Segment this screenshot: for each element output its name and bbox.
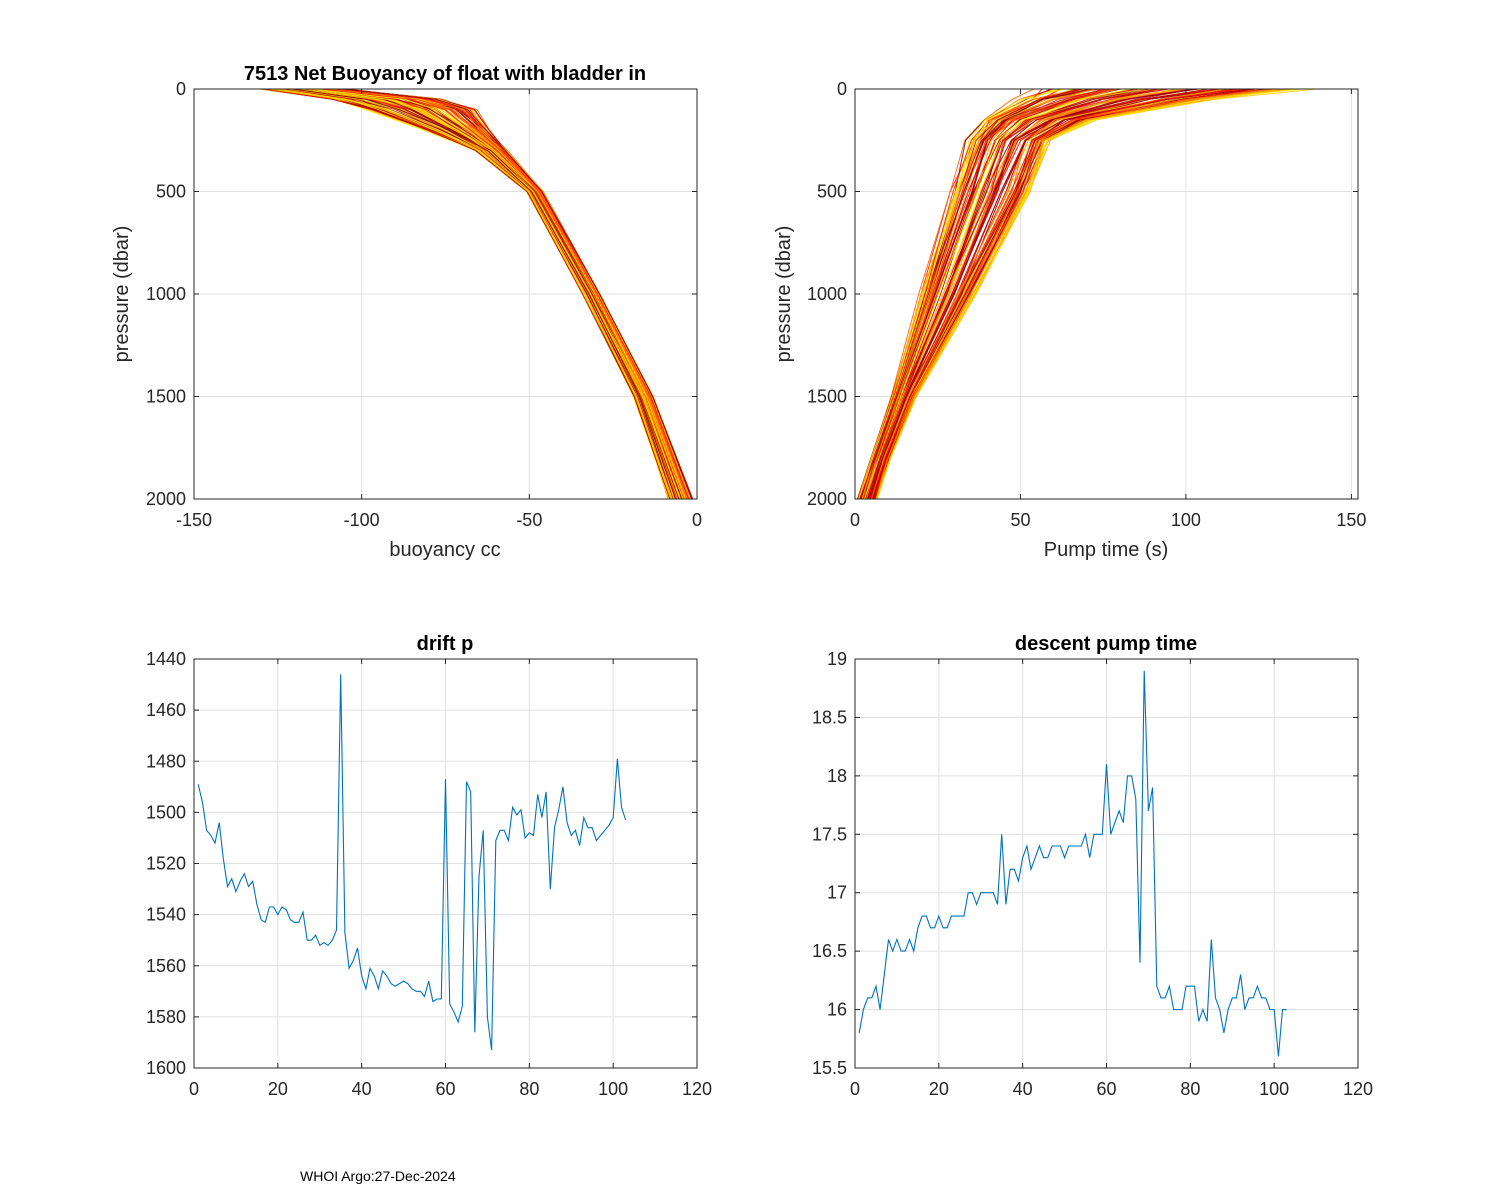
x-tick-label: 0 [189, 1079, 199, 1099]
pumptime-ylabel: pressure (dbar) [773, 226, 795, 363]
x-tick-label: 120 [682, 1079, 712, 1099]
x-tick-label: -50 [516, 510, 542, 530]
x-tick-label: 20 [929, 1079, 949, 1099]
y-tick-label: 2000 [807, 489, 847, 509]
y-tick-label: 18 [827, 766, 847, 786]
y-tick-label: 500 [156, 182, 186, 202]
y-tick-label: 1520 [146, 854, 186, 874]
x-tick-label: 80 [519, 1079, 539, 1099]
y-tick-label: 16.5 [812, 941, 847, 961]
profile-line [873, 88, 1272, 500]
x-tick-label: 80 [1180, 1079, 1200, 1099]
profile-line [871, 88, 1226, 500]
profile-line [869, 88, 1222, 500]
profile-line [278, 88, 672, 500]
x-tick-label: 120 [1343, 1079, 1373, 1099]
y-tick-label: 19 [827, 649, 847, 669]
x-tick-label: 20 [268, 1079, 288, 1099]
x-tick-label: 60 [1096, 1079, 1116, 1099]
profile-line [867, 88, 1162, 500]
y-tick-label: 1600 [146, 1058, 186, 1078]
buoyancy-ylabel: pressure (dbar) [111, 226, 133, 363]
pumptime-xlabel: Pump time (s) [1044, 539, 1168, 561]
driftp-axes: 0 20 40 60 80 100 120 1440 1460 1480 1500 1520 1540 1… [146, 649, 712, 1099]
profile-line [339, 88, 691, 500]
y-tick-label: 1000 [807, 284, 847, 304]
x-tick-label: -150 [176, 510, 212, 530]
y-tick-label: 1480 [146, 751, 186, 771]
profile-line [342, 88, 693, 500]
profile-line [334, 88, 690, 500]
footer-text: WHOI Argo:27-Dec-2024 [300, 1168, 456, 1184]
y-tick-label: 18.5 [812, 707, 847, 727]
profile-line [876, 88, 1283, 500]
x-tick-label: 0 [850, 1079, 860, 1099]
buoyancy-axes: -150 -100 -50 0 0 500 1000 1500 2000 [146, 79, 702, 530]
profile-line [875, 88, 1302, 500]
y-tick-label: 1460 [146, 700, 186, 720]
buoyancy-title: 7513 Net Buoyancy of float with bladder … [244, 63, 646, 85]
y-tick-label: 1580 [146, 1007, 186, 1027]
profile-line [858, 88, 1055, 500]
profile-line [292, 88, 676, 500]
profile-line [866, 88, 1159, 500]
x-tick-label: 100 [598, 1079, 628, 1099]
y-tick-label: 1500 [146, 387, 186, 407]
y-tick-label: 15.5 [812, 1058, 847, 1078]
profile-line [860, 88, 1097, 500]
x-tick-label: 150 [1336, 510, 1366, 530]
x-tick-label: 0 [692, 510, 702, 530]
profile-line [329, 88, 688, 500]
x-tick-label: -100 [344, 510, 380, 530]
x-tick-label: 40 [1013, 1079, 1033, 1099]
y-tick-label: 1500 [807, 387, 847, 407]
driftp-title: drift p [417, 633, 474, 655]
x-tick-label: 100 [1259, 1079, 1289, 1099]
y-tick-label: 17 [827, 883, 847, 903]
x-tick-label: 0 [850, 510, 860, 530]
profile-line [867, 88, 1169, 500]
x-tick-label: 100 [1171, 510, 1201, 530]
buoyancy-xlabel: buoyancy cc [389, 539, 500, 561]
profile-line [311, 88, 684, 500]
y-tick-label: 16 [827, 1000, 847, 1020]
series-line [858, 670, 1287, 1057]
descentpump-axes: 0 20 40 60 80 100 120 15.5 16 16.5 17 17.5 18 18.5 19 [812, 649, 1373, 1099]
y-tick-label: 1000 [146, 284, 186, 304]
profile-line [876, 88, 1318, 500]
descentpump-title: descent pump time [1015, 633, 1197, 655]
x-tick-label: 40 [352, 1079, 372, 1099]
profile-line [868, 88, 1197, 500]
y-tick-label: 1500 [146, 802, 186, 822]
y-tick-label: 1540 [146, 905, 186, 925]
y-tick-label: 1440 [146, 649, 186, 669]
y-tick-label: 0 [176, 79, 186, 99]
y-tick-label: 1560 [146, 956, 186, 976]
profile-line [264, 88, 671, 500]
x-tick-label: 50 [1010, 510, 1030, 530]
profile-line [871, 88, 1244, 500]
profile-line [863, 88, 1131, 500]
series-line [197, 674, 627, 1051]
profile-line [859, 88, 1079, 500]
y-tick-label: 500 [817, 182, 847, 202]
x-tick-label: 60 [435, 1079, 455, 1099]
y-tick-label: 2000 [146, 489, 186, 509]
y-tick-label: 17.5 [812, 824, 847, 844]
y-tick-label: 0 [837, 79, 847, 99]
